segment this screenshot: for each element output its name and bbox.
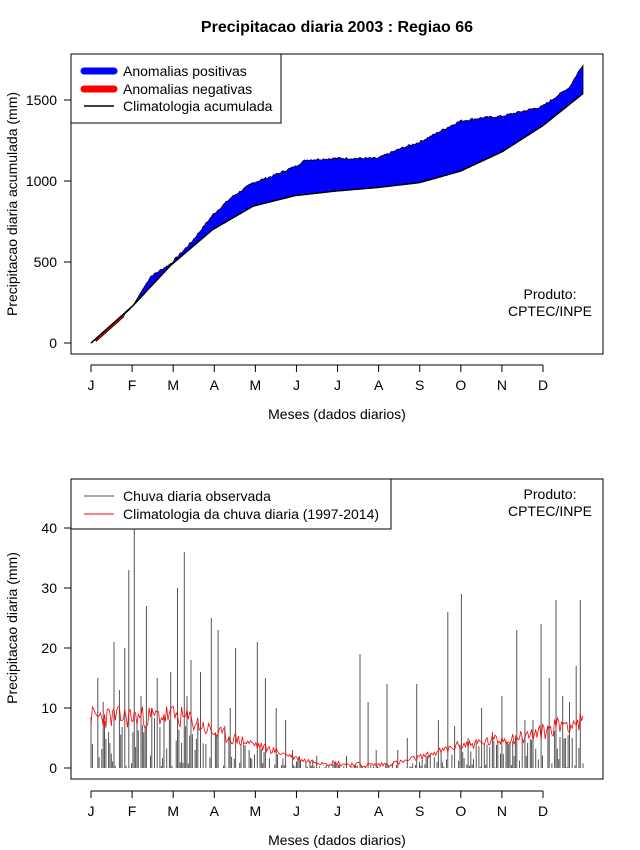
bottom-x-tick-label: A (374, 803, 384, 819)
top-x-tick-label: A (374, 377, 384, 393)
bottom-legend: Chuva diaria observada Climatologia da c… (70, 478, 392, 530)
legend-label-positive: Anomalias positivas (123, 63, 247, 79)
top-x-tick-label: J (293, 377, 300, 393)
top-y-axis-label: Precipitacao diaria acumulada (mm) (4, 92, 20, 316)
top-x-tick-label: S (415, 377, 424, 393)
legend-label-climatology: Climatologia acumulada (123, 98, 273, 114)
bottom-y-axis: 0 10 20 30 40 (41, 520, 72, 776)
top-x-tick-label: M (167, 377, 179, 393)
bottom-annotation-product: Produto: (524, 486, 577, 502)
top-x-tick-label: F (128, 377, 137, 393)
top-x-tick-label: N (497, 377, 507, 393)
bottom-x-tick-label: J (334, 803, 341, 819)
top-annotation-source: CPTEC/INPE (508, 303, 592, 319)
top-chart: J F M A M J J A S O N D 0 500 1000 1500 Meses (dados d… (4, 53, 604, 422)
chart-title: Precipitacao diaria 2003 : Regiao 66 (201, 19, 473, 36)
top-x-tick-label: A (210, 377, 220, 393)
top-legend: Anomalias positivas Anomalias negativas … (70, 53, 282, 124)
bottom-x-tick-label: M (167, 803, 179, 819)
top-y-axis: 0 500 1000 1500 (26, 92, 72, 351)
bottom-annotation-source: CPTEC/INPE (508, 503, 592, 519)
bottom-y-tick-label: 30 (41, 580, 57, 596)
legend-label-observed: Chuva diaria observada (123, 488, 271, 504)
top-y-tick-label: 1000 (26, 173, 57, 189)
top-y-tick-label: 1500 (26, 92, 57, 108)
bottom-x-tick-label: A (210, 803, 220, 819)
bottom-legend-box (70, 478, 392, 530)
top-annotation-product: Produto: (524, 286, 577, 302)
bottom-y-tick-label: 10 (41, 700, 57, 716)
climatology-cumulative-line (90, 92, 584, 344)
legend-label-climatology-daily: Climatologia da chuva diaria (1997-2014) (123, 506, 379, 522)
bottom-y-axis-label: Precipitacao diaria (mm) (4, 552, 20, 704)
bottom-x-tick-label: O (455, 803, 466, 819)
bottom-x-tick-label: N (497, 803, 507, 819)
bottom-x-tick-label: M (250, 803, 262, 819)
bottom-x-tick-label: S (415, 803, 424, 819)
bottom-y-tick-label: 40 (41, 520, 57, 536)
top-x-axis-label: Meses (dados diarios) (268, 406, 406, 422)
climatology-daily-line (90, 705, 584, 769)
bottom-y-tick-label: 0 (49, 760, 57, 776)
top-x-tick-label: D (538, 377, 548, 393)
top-x-tick-label: J (88, 377, 95, 393)
bottom-x-axis-label: Meses (dados diarios) (268, 832, 406, 848)
bottom-chart: J F M A M J J A S O N D 0 10 20 30 40 Meses (dados diar… (4, 478, 604, 848)
legend-label-negative: Anomalias negativas (123, 81, 252, 97)
top-y-tick-label: 0 (49, 335, 57, 351)
top-x-tick-label: O (455, 377, 466, 393)
top-x-tick-label: M (250, 377, 262, 393)
bottom-x-tick-label: J (293, 803, 300, 819)
bottom-x-tick-label: D (538, 803, 548, 819)
bottom-x-tick-label: F (128, 803, 137, 819)
top-x-tick-label: J (334, 377, 341, 393)
bottom-bars (90, 528, 584, 768)
top-y-tick-label: 500 (34, 254, 58, 270)
bottom-y-tick-label: 20 (41, 640, 57, 656)
bottom-x-tick-label: J (88, 803, 95, 819)
